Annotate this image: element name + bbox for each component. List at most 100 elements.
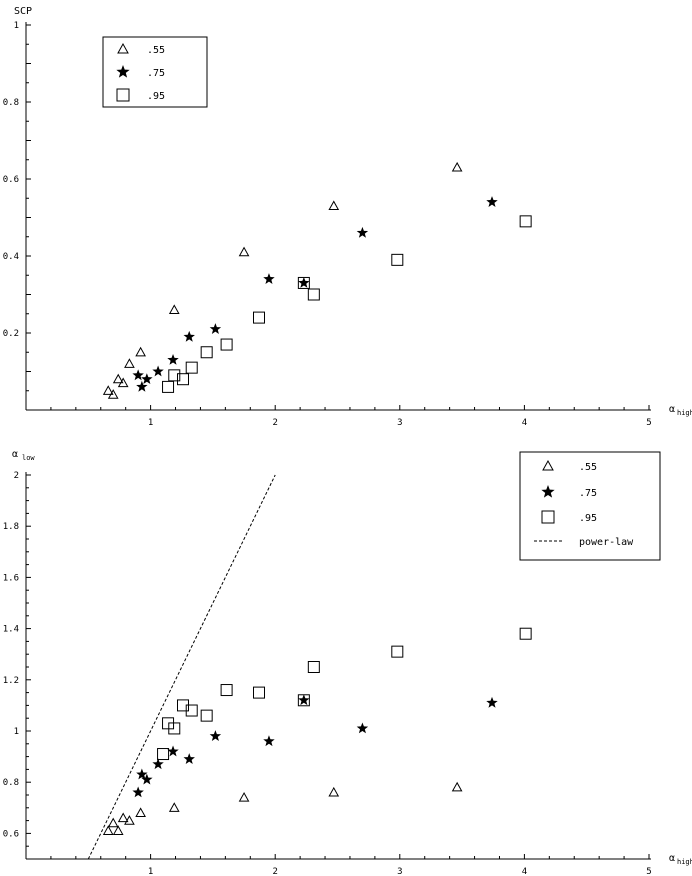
data-point-triangle: [451, 781, 463, 792]
data-point-square: [168, 722, 181, 735]
legend-marker-star: [116, 65, 130, 78]
data-point-star: [183, 330, 195, 342]
x-tick-label: 3: [397, 867, 402, 876]
data-point-triangle: [112, 373, 124, 384]
data-point-square: [162, 380, 175, 393]
y-axis-label-subscript: low: [22, 454, 35, 462]
data-point-triangle: [135, 807, 146, 818]
data-point-star: [167, 745, 179, 757]
data-point-star: [298, 694, 310, 706]
data-point-square: [185, 361, 198, 374]
y-axis-label: SCP: [14, 6, 32, 17]
x-axis-label-subscript: high: [677, 409, 692, 417]
legend-label: .55: [147, 45, 165, 56]
data-point-triangle: [135, 346, 146, 357]
data-point-square: [220, 338, 233, 351]
y-tick-label: 0.8: [3, 778, 19, 788]
data-point-triangle: [451, 161, 463, 172]
data-point-triangle: [124, 358, 135, 368]
x-tick-label: 4: [522, 418, 527, 428]
y-tick-label: 0.8: [3, 98, 19, 108]
data-point-triangle: [238, 792, 250, 802]
data-point-star: [356, 226, 369, 238]
data-point-square: [220, 684, 233, 697]
data-point-square: [297, 694, 310, 707]
data-point-star: [141, 773, 153, 785]
data-point-triangle: [168, 802, 180, 812]
x-axis-label: α: [669, 404, 675, 415]
data-point-square: [168, 369, 181, 382]
data-point-star: [209, 730, 222, 741]
y-tick-label: 0.6: [3, 829, 19, 839]
y-tick-label: 1: [14, 727, 19, 737]
data-point-triangle: [107, 817, 119, 828]
data-point-star: [263, 735, 275, 747]
y-tick-label: 1.4: [3, 625, 19, 635]
data-point-star: [152, 758, 164, 770]
data-point-square: [157, 748, 170, 761]
data-point-star: [136, 768, 148, 780]
data-point-triangle: [168, 304, 180, 314]
data-point-star: [132, 369, 144, 381]
data-point-star: [167, 353, 179, 365]
legend-marker-square: [116, 88, 130, 102]
data-point-triangle: [328, 786, 340, 797]
x-tick-label: 2: [272, 867, 277, 876]
legend-label: .75: [147, 68, 165, 79]
data-point-square: [253, 311, 266, 324]
power-law-line: [87, 474, 276, 860]
legend-label: power-law: [579, 537, 634, 548]
data-point-triangle: [124, 815, 135, 825]
data-point-square: [391, 253, 404, 266]
data-point-square: [176, 373, 189, 386]
legend-label: .75: [579, 488, 597, 499]
data-point-square: [307, 288, 320, 301]
data-point-star: [356, 722, 369, 734]
y-tick-label: 1.8: [3, 522, 19, 532]
data-point-star: [263, 273, 275, 284]
data-point-star: [132, 786, 144, 798]
data-point-square: [391, 645, 404, 658]
legend-label: .95: [579, 513, 597, 524]
data-point-triangle: [238, 246, 250, 257]
data-point-square: [185, 704, 198, 717]
data-point-star: [486, 196, 498, 207]
x-tick-label: 3: [397, 418, 402, 428]
x-tick-label: 1: [148, 418, 153, 428]
legend-marker-star: [541, 485, 555, 498]
y-tick-label: 2: [14, 471, 19, 481]
data-point-star: [209, 323, 222, 334]
data-point-square: [519, 215, 532, 228]
y-tick-label: 0.6: [3, 175, 19, 185]
data-point-star: [136, 380, 148, 392]
x-tick-label: 4: [522, 867, 527, 876]
data-point-triangle: [107, 389, 119, 399]
data-point-triangle: [102, 385, 114, 395]
y-tick-label: 1.2: [3, 676, 19, 686]
data-point-star: [183, 753, 195, 765]
legend-marker-triangle: [117, 42, 129, 54]
data-point-square: [200, 346, 213, 359]
data-point-triangle: [328, 200, 340, 211]
legend-label: .95: [147, 91, 165, 102]
y-tick-label: 1: [14, 21, 19, 31]
data-point-star: [141, 373, 153, 385]
x-tick-label: 2: [272, 418, 277, 428]
data-point-square: [307, 661, 320, 673]
data-point-star: [486, 696, 498, 708]
data-point-square: [519, 627, 532, 640]
y-tick-label: 0.2: [3, 329, 19, 339]
data-point-triangle: [102, 825, 114, 835]
data-point-triangle: [117, 812, 129, 823]
x-tick-label: 5: [646, 418, 651, 428]
x-tick-label: 1: [148, 867, 153, 876]
legend-marker-triangle: [542, 459, 554, 471]
data-point-triangle: [117, 377, 129, 388]
x-axis-label-subscript: high: [677, 858, 692, 866]
y-tick-label: 1.6: [3, 573, 19, 583]
data-point-star: [152, 365, 164, 377]
legend-label: .55: [579, 462, 597, 473]
data-point-triangle: [112, 825, 124, 835]
data-point-square: [200, 709, 213, 722]
